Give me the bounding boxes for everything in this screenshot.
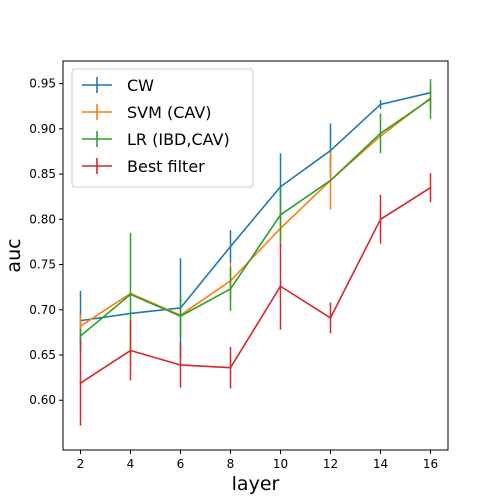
y-tick-label: 0.75 [29, 258, 56, 272]
data-point [379, 132, 382, 135]
legend-label: Best filter [127, 157, 205, 176]
series-line-segment [279, 179, 332, 216]
series-line-segment [379, 186, 432, 221]
series-line-segment [379, 98, 432, 135]
legend-label: CW [127, 76, 154, 95]
x-tick-label: 16 [423, 457, 438, 471]
series-line-segment [229, 227, 282, 282]
legend-label: SVM (CAV) [127, 103, 212, 122]
data-point [79, 335, 82, 337]
axes-frame [62, 60, 449, 451]
data-point [279, 185, 282, 188]
series-line-segment [279, 149, 332, 188]
series-line-segment [129, 349, 182, 366]
series-line-segment [179, 280, 232, 317]
series-line-segment [79, 292, 132, 327]
data-point [329, 179, 332, 182]
series-best-filter [79, 173, 432, 426]
x-axis-title: layer [232, 473, 280, 495]
series-layer [79, 79, 432, 426]
legend-entry: SVM (CAV) [82, 103, 212, 122]
data-point [229, 366, 232, 369]
y-tick-label: 0.80 [29, 212, 56, 226]
series-line-segment [129, 307, 182, 315]
legend-entry: CW [82, 76, 154, 95]
data-point [179, 315, 182, 318]
x-tick-label: 14 [373, 457, 388, 471]
series-line-segment [129, 292, 182, 317]
series-line-segment [179, 364, 232, 369]
x-tick-label: 12 [323, 457, 338, 471]
x-tick-label: 10 [273, 457, 288, 471]
y-tick-label: 0.85 [29, 167, 56, 181]
x-axis-ticks: 2 4 6 8 10 12 14 16 [77, 450, 438, 471]
data-point [429, 98, 432, 100]
x-tick-label: 2 [77, 457, 85, 471]
series-line-segment [179, 288, 232, 317]
data-point [129, 293, 132, 296]
series-line-segment [229, 213, 282, 290]
legend-items: CW SVM (CAV) LR (IBD,CAV) Best filter [82, 76, 230, 176]
series-line-segment [279, 179, 332, 230]
series-line-segment [79, 349, 132, 384]
y-tick-label: 0.60 [29, 393, 56, 407]
x-tick-label: 6 [177, 457, 185, 471]
series-line-segment [229, 285, 282, 369]
y-tick-label: 0.70 [29, 303, 56, 317]
series-line-segment [79, 293, 132, 337]
data-point [379, 103, 382, 106]
series-line-segment [329, 103, 382, 152]
legend-label: LR (IBD,CAV) [127, 130, 230, 149]
series-line-segment [179, 245, 232, 309]
legend: CW SVM (CAV) LR (IBD,CAV) Best filter [71, 68, 254, 188]
legend-box [71, 68, 254, 188]
data-point [179, 364, 182, 366]
series-cw [79, 91, 432, 358]
y-axis-ticks: 0.60 0.65 0.70 0.75 0.80 0.85 0.90 0.95 [29, 77, 63, 407]
data-point [129, 349, 132, 352]
data-point [279, 213, 282, 216]
data-point [329, 149, 332, 152]
y-tick-label: 0.95 [29, 77, 56, 91]
series-line-segment [279, 285, 332, 319]
y-axis-title: auc [3, 238, 25, 272]
y-tick-label: 0.65 [29, 348, 56, 362]
x-tick-label: 4 [127, 457, 135, 471]
y-tick-label: 0.90 [29, 122, 56, 136]
data-point [79, 325, 82, 327]
data-point [79, 382, 82, 384]
data-point [329, 317, 332, 319]
x-tick-label: 8 [227, 457, 235, 471]
series-line-segment [229, 185, 282, 248]
data-point [279, 285, 282, 288]
series-lr-ibd-cav [79, 79, 432, 356]
series-line-segment [129, 293, 182, 317]
data-point [379, 218, 382, 221]
series-line-segment [79, 312, 132, 322]
series-line-segment [329, 132, 382, 182]
series-line-segment [379, 91, 432, 106]
legend-entry: Best filter [82, 157, 205, 176]
series-line-segment [329, 218, 382, 319]
data-point [229, 245, 232, 248]
legend-entry: LR (IBD,CAV) [82, 130, 230, 149]
data-point [229, 288, 232, 290]
data-point [429, 186, 432, 189]
